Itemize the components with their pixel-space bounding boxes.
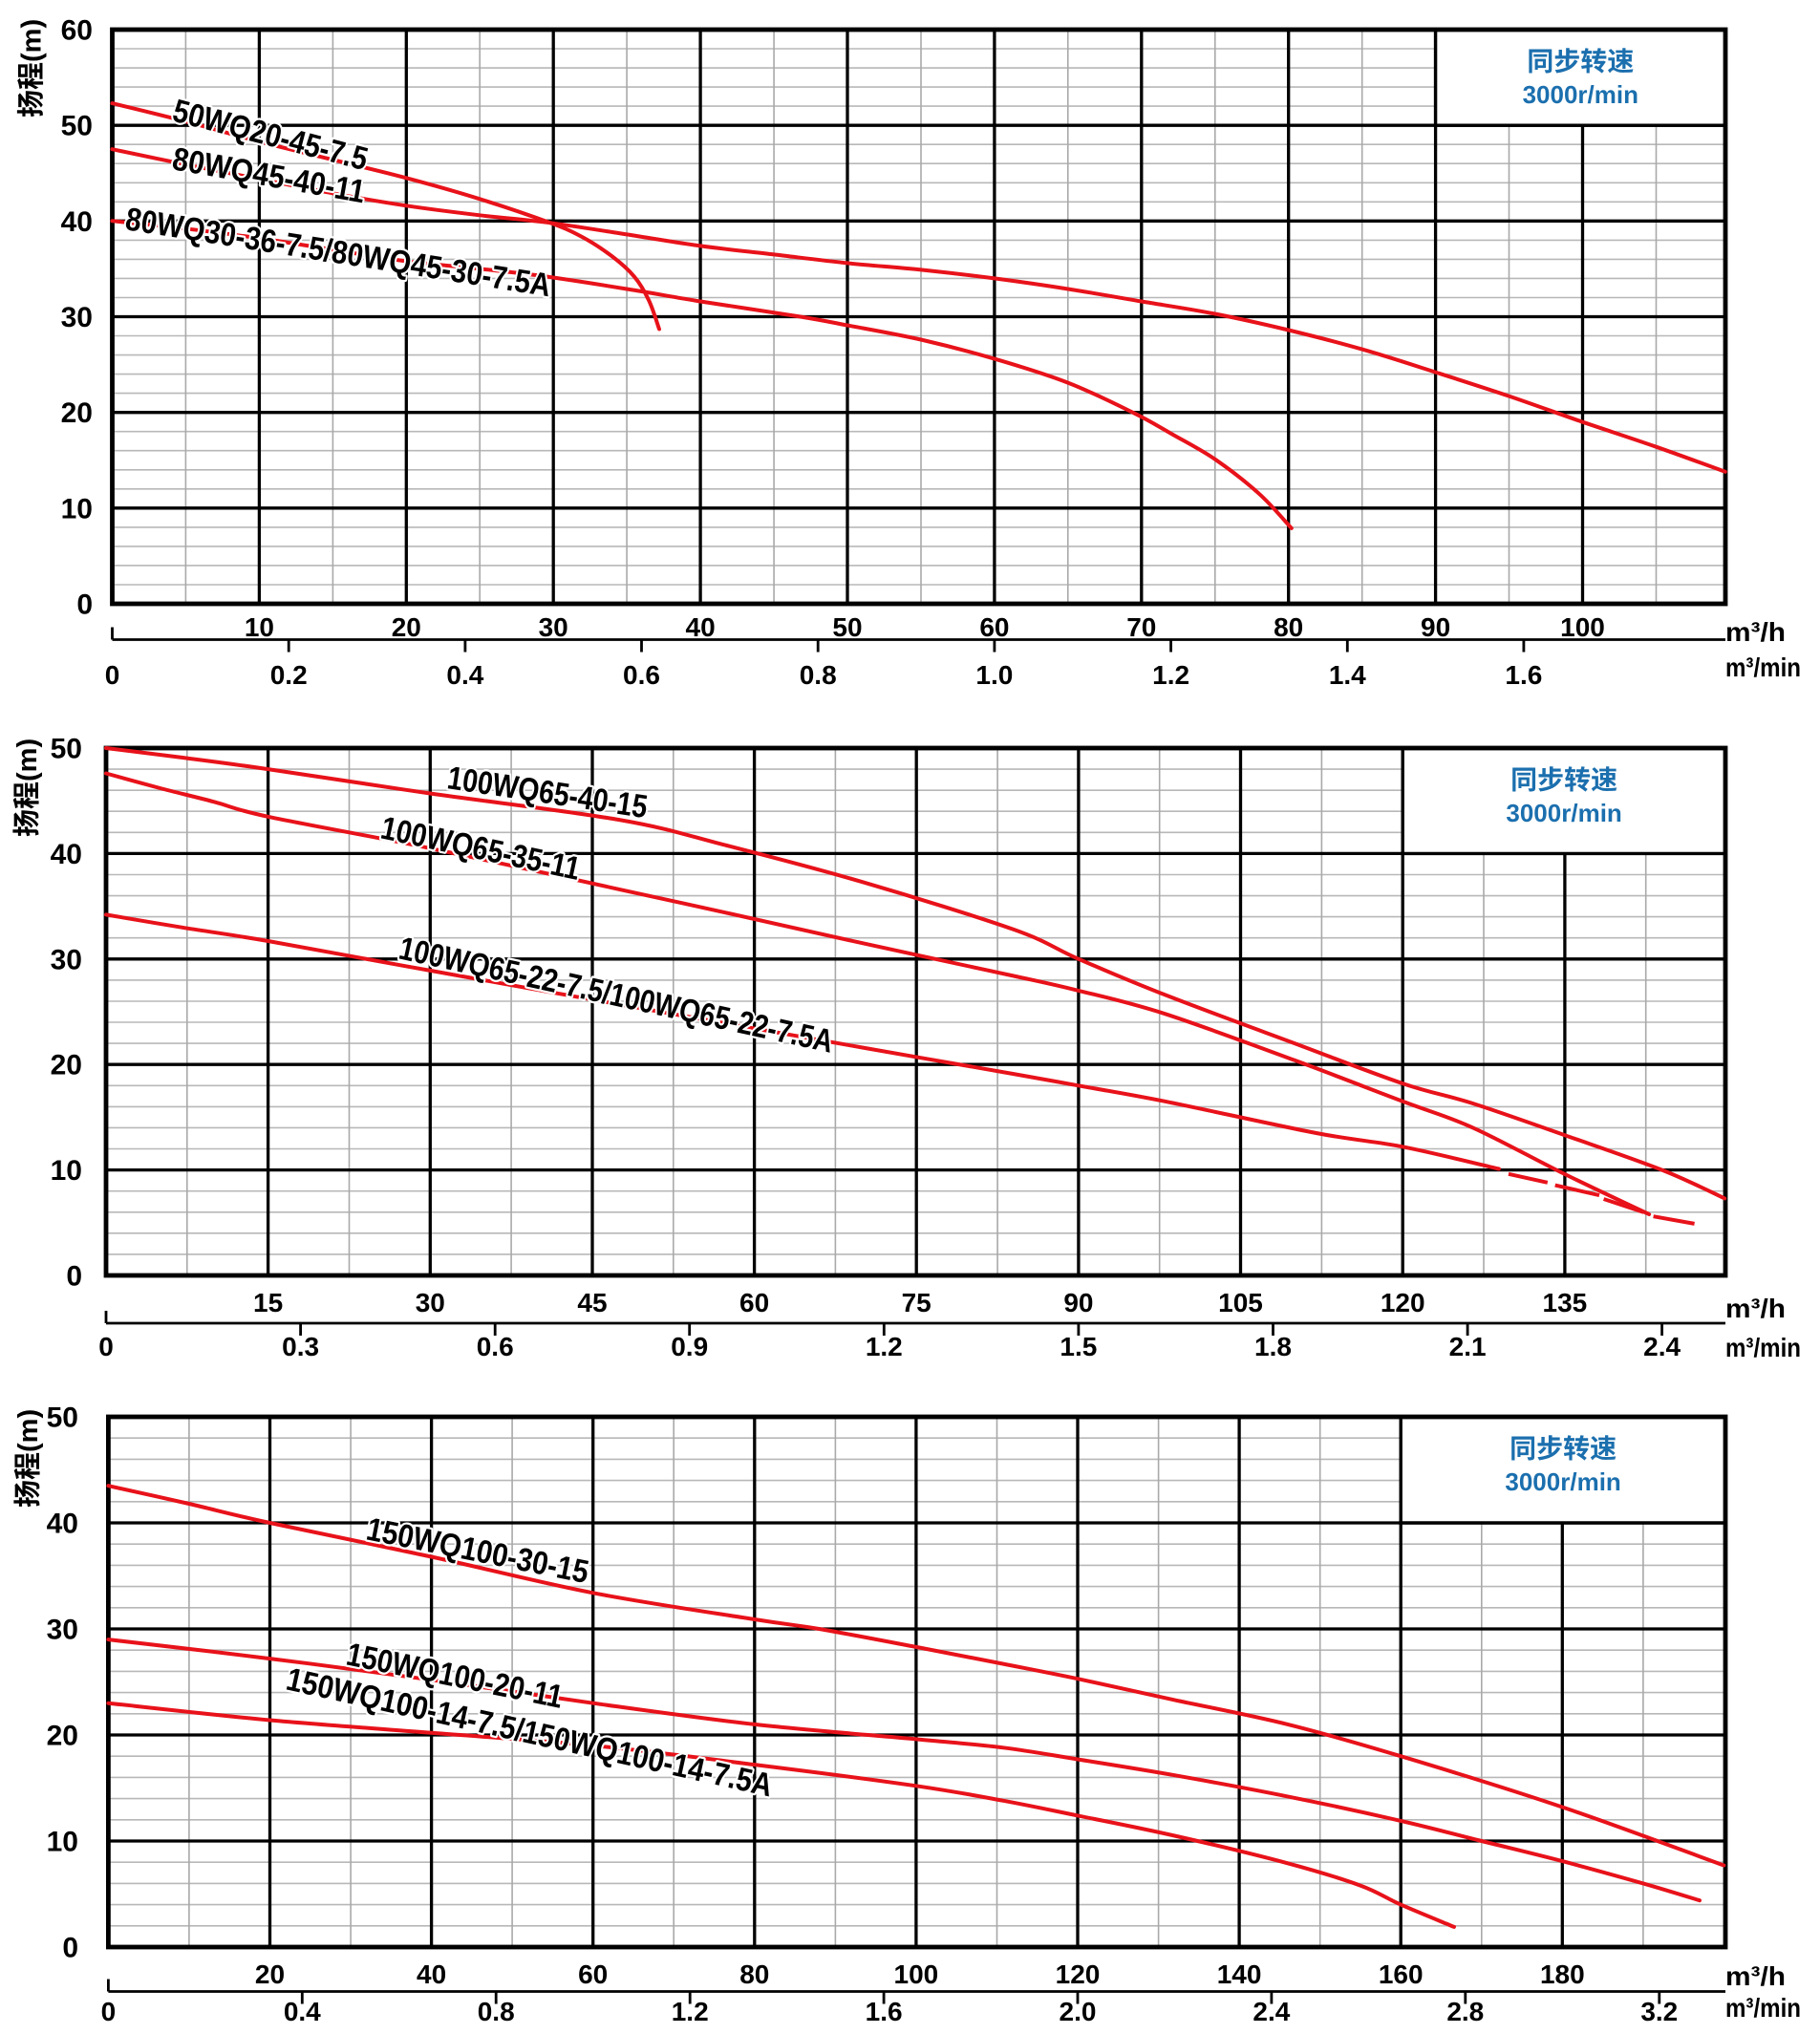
svg-text:1.2: 1.2 xyxy=(672,1997,709,2026)
svg-text:2.4: 2.4 xyxy=(1253,1997,1290,2026)
svg-text:2.0: 2.0 xyxy=(1060,1997,1097,2026)
svg-text:1.0: 1.0 xyxy=(975,660,1013,690)
svg-text:3000r/min: 3000r/min xyxy=(1523,80,1638,109)
svg-text:1.6: 1.6 xyxy=(866,1997,903,2026)
svg-text:60: 60 xyxy=(61,15,93,47)
svg-text:m³/min: m³/min xyxy=(1725,1993,1801,2023)
svg-text:60: 60 xyxy=(979,612,1009,642)
svg-text:0.8: 0.8 xyxy=(800,660,837,690)
svg-text:(m): (m) xyxy=(13,1409,44,1452)
svg-text:40: 40 xyxy=(417,1959,446,1989)
svg-text:30: 30 xyxy=(61,302,93,333)
svg-text:0: 0 xyxy=(105,660,120,690)
svg-text:m³/h: m³/h xyxy=(1725,1961,1786,1991)
svg-text:105: 105 xyxy=(1218,1288,1263,1317)
svg-text:20: 20 xyxy=(51,1050,82,1081)
svg-text:0: 0 xyxy=(101,1997,117,2026)
svg-text:1.6: 1.6 xyxy=(1505,660,1542,690)
svg-text:40: 40 xyxy=(51,839,82,870)
svg-text:50: 50 xyxy=(832,612,862,642)
svg-text:m³/min: m³/min xyxy=(1725,1333,1801,1362)
svg-text:80: 80 xyxy=(1274,612,1303,642)
svg-text:0.2: 0.2 xyxy=(270,660,308,690)
svg-text:90: 90 xyxy=(1063,1288,1093,1317)
svg-text:1.2: 1.2 xyxy=(866,1332,903,1361)
svg-text:30: 30 xyxy=(416,1288,445,1317)
svg-text:40: 40 xyxy=(47,1509,78,1540)
svg-text:3000r/min: 3000r/min xyxy=(1505,1467,1620,1496)
svg-text:(m): (m) xyxy=(12,739,43,781)
svg-text:20: 20 xyxy=(61,397,93,429)
svg-text:70: 70 xyxy=(1126,612,1156,642)
svg-text:1.2: 1.2 xyxy=(1152,660,1189,690)
svg-text:0.9: 0.9 xyxy=(671,1332,708,1361)
svg-text:50: 50 xyxy=(61,111,93,142)
svg-text:160: 160 xyxy=(1379,1959,1424,1989)
svg-text:0.8: 0.8 xyxy=(478,1997,515,2026)
svg-text:m³/min: m³/min xyxy=(1725,653,1801,682)
svg-text:50: 50 xyxy=(51,734,82,765)
svg-text:45: 45 xyxy=(577,1288,607,1317)
svg-text:0: 0 xyxy=(98,1332,114,1361)
svg-text:20: 20 xyxy=(255,1959,285,1989)
svg-text:10: 10 xyxy=(245,612,274,642)
svg-text:0: 0 xyxy=(62,1933,78,1964)
svg-text:1.4: 1.4 xyxy=(1329,660,1366,690)
svg-text:(m): (m) xyxy=(17,19,48,62)
svg-text:0.4: 0.4 xyxy=(284,1997,321,2026)
svg-text:m³/h: m³/h xyxy=(1725,617,1786,647)
svg-text:0.6: 0.6 xyxy=(623,660,660,690)
svg-text:120: 120 xyxy=(1056,1959,1101,1989)
svg-text:3.2: 3.2 xyxy=(1640,1997,1678,2026)
svg-text:30: 30 xyxy=(539,612,568,642)
svg-text:90: 90 xyxy=(1421,612,1450,642)
svg-text:10: 10 xyxy=(47,1827,78,1858)
svg-text:120: 120 xyxy=(1381,1288,1425,1317)
svg-text:2.4: 2.4 xyxy=(1643,1332,1681,1361)
svg-text:100: 100 xyxy=(894,1959,939,1989)
svg-text:1.8: 1.8 xyxy=(1254,1332,1292,1361)
svg-text:60: 60 xyxy=(578,1959,608,1989)
svg-text:100: 100 xyxy=(1560,612,1605,642)
svg-text:m³/h: m³/h xyxy=(1725,1294,1786,1323)
svg-text:140: 140 xyxy=(1217,1959,1262,1989)
svg-text:30: 30 xyxy=(47,1615,78,1646)
svg-text:20: 20 xyxy=(47,1721,78,1752)
svg-text:0.4: 0.4 xyxy=(446,660,483,690)
svg-text:3000r/min: 3000r/min xyxy=(1506,799,1621,827)
svg-text:60: 60 xyxy=(739,1288,769,1317)
svg-text:0: 0 xyxy=(76,589,93,621)
svg-text:20: 20 xyxy=(392,612,421,642)
svg-text:1.5: 1.5 xyxy=(1060,1332,1097,1361)
svg-text:40: 40 xyxy=(61,206,93,238)
svg-text:75: 75 xyxy=(902,1288,931,1317)
svg-text:0.6: 0.6 xyxy=(477,1332,514,1361)
svg-text:2.1: 2.1 xyxy=(1449,1332,1487,1361)
svg-text:30: 30 xyxy=(51,944,82,975)
svg-text:180: 180 xyxy=(1540,1959,1585,1989)
svg-text:2.8: 2.8 xyxy=(1446,1997,1484,2026)
svg-text:50: 50 xyxy=(47,1402,78,1434)
svg-text:135: 135 xyxy=(1543,1288,1588,1317)
svg-text:0.3: 0.3 xyxy=(282,1332,319,1361)
svg-text:0: 0 xyxy=(66,1261,82,1293)
svg-text:80: 80 xyxy=(739,1959,769,1989)
svg-text:10: 10 xyxy=(51,1155,82,1187)
svg-text:10: 10 xyxy=(61,493,93,525)
svg-text:15: 15 xyxy=(253,1288,283,1317)
svg-text:40: 40 xyxy=(686,612,716,642)
